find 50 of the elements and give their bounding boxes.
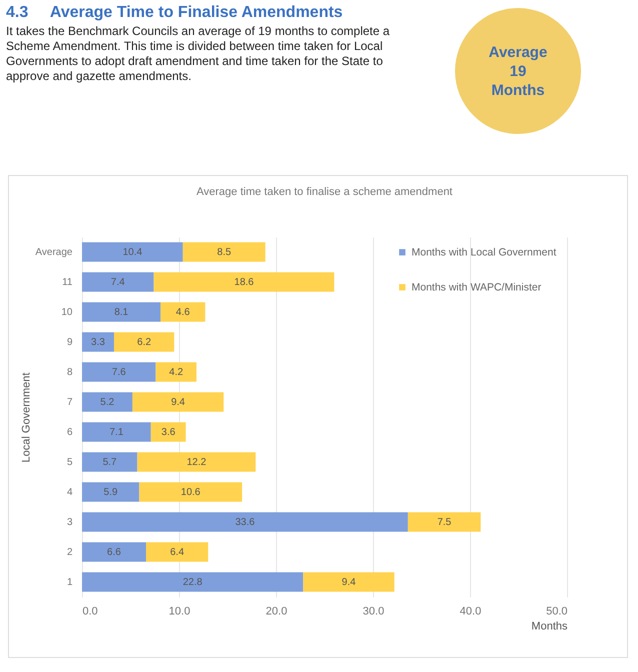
y-tick-label: 6 — [66, 427, 73, 438]
data-label: 3.3 — [91, 337, 106, 348]
data-label: 8.5 — [217, 247, 232, 258]
text: 4.3 Average Time to Finalise Amendments — [6, 4, 343, 22]
data-label: 10.4 — [122, 247, 143, 258]
y-tick-label: 9 — [66, 337, 73, 348]
data-label: 6.2 — [137, 337, 152, 348]
y-tick-label: 1 — [66, 577, 73, 588]
data-label: 4.6 — [176, 307, 190, 318]
x-tick-label: 20.0 — [266, 606, 288, 618]
y-tick-label: 5 — [66, 457, 73, 468]
x-tick-label: 50.0 — [546, 606, 568, 618]
x-tick-label: 10.0 — [168, 606, 190, 618]
data-label: 6.6 — [107, 547, 122, 558]
y-tick-label: 10 — [61, 307, 73, 318]
data-label: 7.6 — [112, 367, 126, 378]
text: It takes the Benchmark Councils an average of 19 months to complete a Scheme Amendment. This time is divided between time taken for Local Governments to adopt draft amendment and time taken for the State to approve and gazette amendments. — [6, 24, 391, 84]
data-label: 5.9 — [104, 487, 118, 498]
data-label: 7.1 — [109, 427, 124, 438]
y-tick-label: 2 — [66, 547, 73, 558]
y-tick-label: 11 — [62, 277, 73, 288]
x-tick-label: 30.0 — [362, 606, 384, 618]
data-label: 6.4 — [170, 547, 184, 558]
circle-badge: Average 19 Months — [455, 8, 581, 134]
data-label: 7.4 — [110, 277, 126, 288]
y-tick-label: Average — [35, 247, 73, 258]
data-label: 12.2 — [186, 457, 207, 468]
data-label: 33.6 — [235, 517, 256, 528]
data-label: 4.2 — [169, 367, 184, 378]
data-label: 8.1 — [114, 307, 129, 318]
data-label: 5.7 — [102, 457, 118, 468]
data-label: 9.4 — [342, 577, 356, 588]
data-label: 7.5 — [437, 517, 452, 528]
data-label: 5.2 — [100, 397, 115, 408]
y-tick-label: 3 — [66, 517, 73, 528]
data-label: 9.4 — [171, 397, 186, 408]
data-label: 3.6 — [161, 427, 176, 438]
y-tick-label: 7 — [66, 397, 73, 408]
y-tick-label: 4 — [66, 487, 73, 498]
legend-label: Months with WAPC/Minister — [412, 281, 542, 294]
data-label: 18.6 — [234, 277, 254, 288]
x-axis-title: Months — [531, 620, 568, 632]
x-tick-label: 40.0 — [460, 606, 482, 618]
legend-label: Months with Local Government — [412, 246, 556, 258]
x-tick-label: 0.0 — [82, 606, 98, 618]
y-axis-title: Local Government — [20, 372, 32, 462]
data-label: 10.6 — [180, 487, 201, 498]
chart-title: Average time taken to finalise a scheme amendment — [196, 186, 452, 198]
y-tick-label: 8 — [66, 367, 73, 378]
data-label: 22.8 — [182, 577, 203, 588]
